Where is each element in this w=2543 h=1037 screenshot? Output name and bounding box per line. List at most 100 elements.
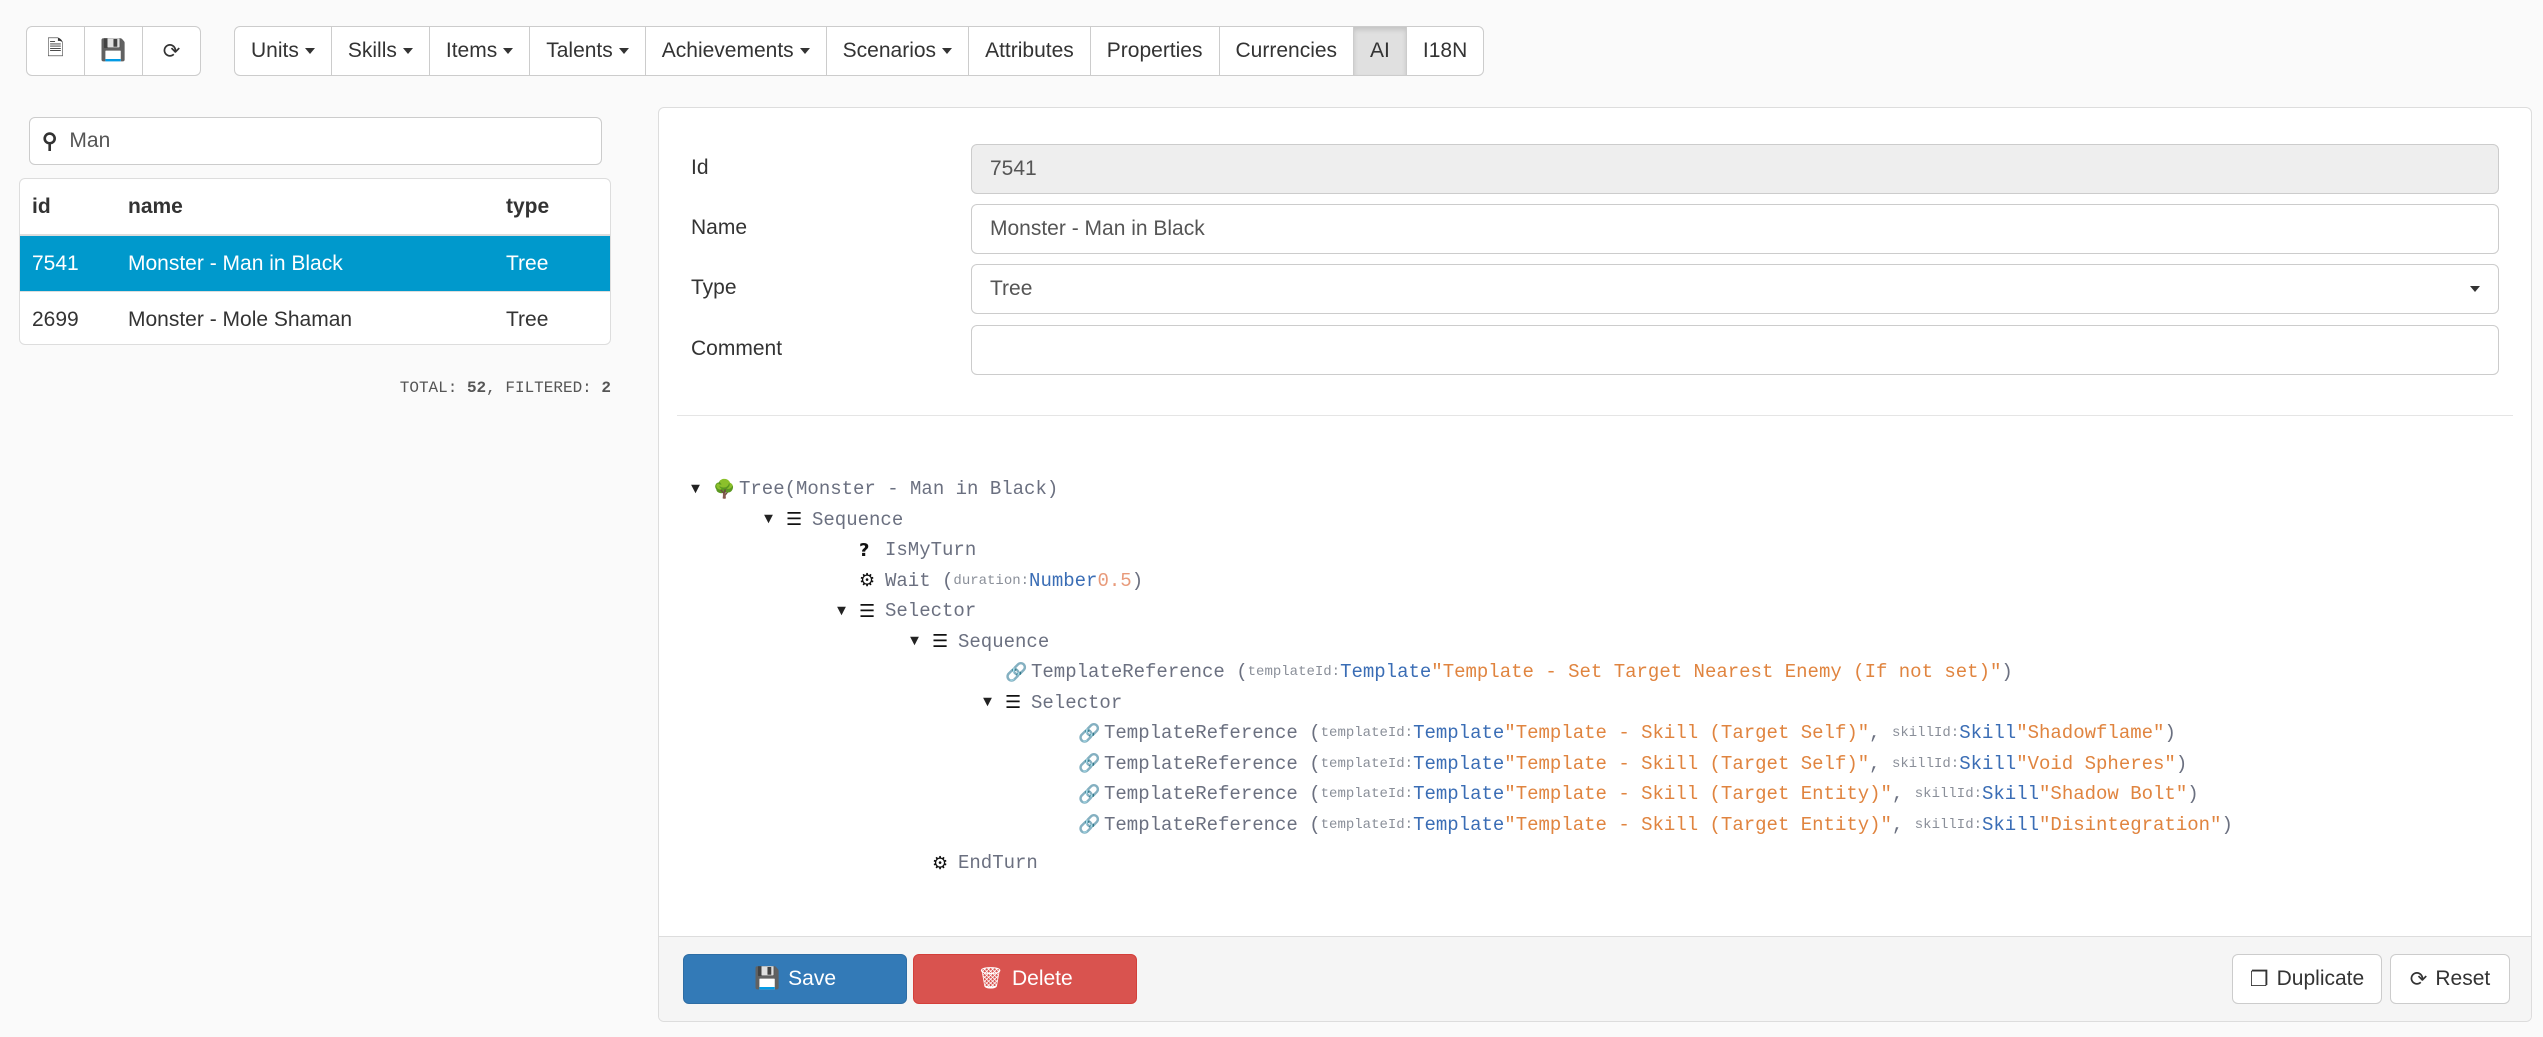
total-label: TOTAL: xyxy=(399,379,458,397)
node-label: (Monster - Man in Black) xyxy=(784,478,1059,501)
header-type[interactable]: type xyxy=(506,194,550,218)
tree-node[interactable]: 🔗 TemplateReference (templateId: Template… xyxy=(1078,722,2176,745)
list-check-icon: ☰ xyxy=(786,509,803,531)
type-select[interactable]: Tree xyxy=(971,264,2499,314)
search-icon: ⚲ xyxy=(42,129,58,153)
arg-type: Template xyxy=(1413,722,1505,745)
nav-talents[interactable]: Talents xyxy=(530,27,646,75)
nav-attributes[interactable]: Attributes xyxy=(969,27,1091,75)
arg-key: duration: xyxy=(953,572,1030,589)
main-nav: Units Skills Items Talents Achievements Scena… xyxy=(234,26,1485,76)
search-input[interactable] xyxy=(67,128,548,154)
save-label: Save xyxy=(788,967,837,990)
arg-key: skillId: xyxy=(1891,725,1960,742)
cell-id: 7541 xyxy=(32,251,79,275)
nav-label: Scenarios xyxy=(842,39,937,62)
gears-icon: ⚙ xyxy=(932,852,949,874)
node-name: Sequence xyxy=(812,508,904,531)
header-name[interactable]: name xyxy=(128,194,183,218)
arg-key: templateId: xyxy=(1320,816,1414,833)
cell-type: Tree xyxy=(506,308,549,331)
arg-value: "Shadowflame" xyxy=(2016,722,2165,745)
arg-value: "Template - Set Target Nearest Enemy (If… xyxy=(1431,661,2002,684)
collapse-toggle-icon[interactable]: ▼ xyxy=(910,633,920,651)
list-check-icon: ☰ xyxy=(859,600,876,622)
nav-i18n[interactable]: I18N xyxy=(1407,27,1483,75)
filtered-label: FILTERED: xyxy=(505,379,592,397)
nav-label: I18N xyxy=(1422,39,1468,62)
caret-down-icon xyxy=(402,48,413,54)
caret-down-icon xyxy=(799,48,810,54)
refresh-button[interactable]: ⟳ xyxy=(143,27,200,75)
node-name: TemplateReference xyxy=(1104,722,1298,745)
editor-panel: Id 7541 Name Monster - Man in Black Type… xyxy=(658,107,2532,1022)
arg-key: templateId: xyxy=(1320,755,1414,772)
nav-units[interactable]: Units xyxy=(235,27,332,75)
arg-value: "Template - Skill (Target Entity)" xyxy=(1504,783,1892,806)
tree-node[interactable]: 🔗 TemplateReference (templateId: Template… xyxy=(1005,661,2013,684)
tree-node[interactable]: ▼ ☰ Sequence xyxy=(691,627,2233,658)
tree-node[interactable]: ▼ ☰ Sequence xyxy=(691,505,2233,536)
tree-node[interactable]: ? IsMyTurn xyxy=(691,535,2233,566)
header-id[interactable]: id xyxy=(32,194,51,218)
ai-list-table: id name type 7541 Monster - Man in Black… xyxy=(19,178,611,345)
node-name: TemplateReference xyxy=(1104,752,1298,775)
node-name: TemplateReference xyxy=(1104,783,1298,806)
new-file-button[interactable]: 🗎 xyxy=(27,27,85,75)
link-icon: 🔗 xyxy=(1078,783,1101,805)
arg-key: templateId: xyxy=(1320,786,1414,803)
arg-type: Template xyxy=(1340,661,1432,684)
list-check-icon: ☰ xyxy=(1005,692,1022,714)
comment-label: Comment xyxy=(691,337,783,360)
collapse-toggle-icon[interactable]: ▼ xyxy=(764,511,774,529)
collapse-toggle-icon[interactable]: ▼ xyxy=(691,480,701,498)
nav-label: Items xyxy=(445,39,498,62)
table-header: id name type xyxy=(20,179,610,236)
save-icon: 💾 xyxy=(100,39,127,62)
question-icon: ? xyxy=(859,539,870,561)
reset-button[interactable]: ⟳ Reset xyxy=(2390,954,2510,1004)
total-count: 52 xyxy=(466,379,487,397)
tree-node[interactable]: 🔗 TemplateReference (templateId: Template… xyxy=(1078,752,2188,775)
nav-ai[interactable]: AI xyxy=(1354,27,1407,75)
arg-value: "Template - Skill (Target Self)" xyxy=(1504,752,1870,775)
collapse-toggle-icon[interactable]: ▼ xyxy=(983,694,993,712)
comment-field[interactable] xyxy=(971,325,2499,375)
save-file-button[interactable]: 💾 xyxy=(85,27,143,75)
cell-type: Tree xyxy=(506,251,549,275)
nav-currencies[interactable]: Currencies xyxy=(1220,27,1355,75)
caret-down-icon xyxy=(942,48,953,54)
name-field[interactable]: Monster - Man in Black xyxy=(971,204,2499,254)
table-row[interactable]: 7541 Monster - Man in Black Tree xyxy=(20,236,610,292)
caret-down-icon xyxy=(618,48,629,54)
tree-node[interactable]: 🔗 TemplateReference (templateId: Template… xyxy=(1078,783,2199,806)
delete-label: Delete xyxy=(1011,967,1073,990)
chevron-down-icon xyxy=(2470,286,2480,292)
delete-button[interactable]: 🗑 Delete xyxy=(913,954,1137,1004)
cell-id: 2699 xyxy=(32,308,79,331)
caret-down-icon xyxy=(304,48,315,54)
arg-type: Skill xyxy=(1982,783,2040,806)
duplicate-button[interactable]: ❐ Duplicate xyxy=(2232,954,2382,1004)
save-button[interactable]: 💾 Save xyxy=(683,954,907,1004)
table-row[interactable]: 2699 Monster - Mole Shaman Tree xyxy=(20,292,610,344)
tree-node[interactable]: 🔗 TemplateReference (templateId: Template… xyxy=(1078,813,2233,836)
tree-node[interactable]: ▼ ☰ Selector xyxy=(691,688,2233,719)
arg-type: Template xyxy=(1413,752,1505,775)
type-label: Type xyxy=(691,276,737,299)
arg-key: skillId: xyxy=(1914,786,1982,803)
nav-scenarios[interactable]: Scenarios xyxy=(827,27,970,75)
nav-skills[interactable]: Skills xyxy=(332,27,430,75)
tree-node[interactable]: ⚙ Wait (duration: Number 0.5) xyxy=(859,569,1144,592)
arg-value: "Void Spheres" xyxy=(2016,752,2176,775)
nav-achievements[interactable]: Achievements xyxy=(646,27,827,75)
nav-items[interactable]: Items xyxy=(430,27,531,75)
tree-node[interactable]: ▼ ☰ Selector xyxy=(691,596,2233,627)
arg-type: Template xyxy=(1413,813,1505,836)
node-name: EndTurn xyxy=(958,852,1038,875)
tree-node[interactable]: ▼ 🌳 Tree (Monster - Man in Black) xyxy=(691,474,2233,505)
node-name: TemplateReference xyxy=(1031,661,1225,684)
nav-properties[interactable]: Properties xyxy=(1091,27,1220,75)
collapse-toggle-icon[interactable]: ▼ xyxy=(837,602,847,620)
tree-node[interactable]: ⚙ EndTurn xyxy=(691,848,2233,879)
